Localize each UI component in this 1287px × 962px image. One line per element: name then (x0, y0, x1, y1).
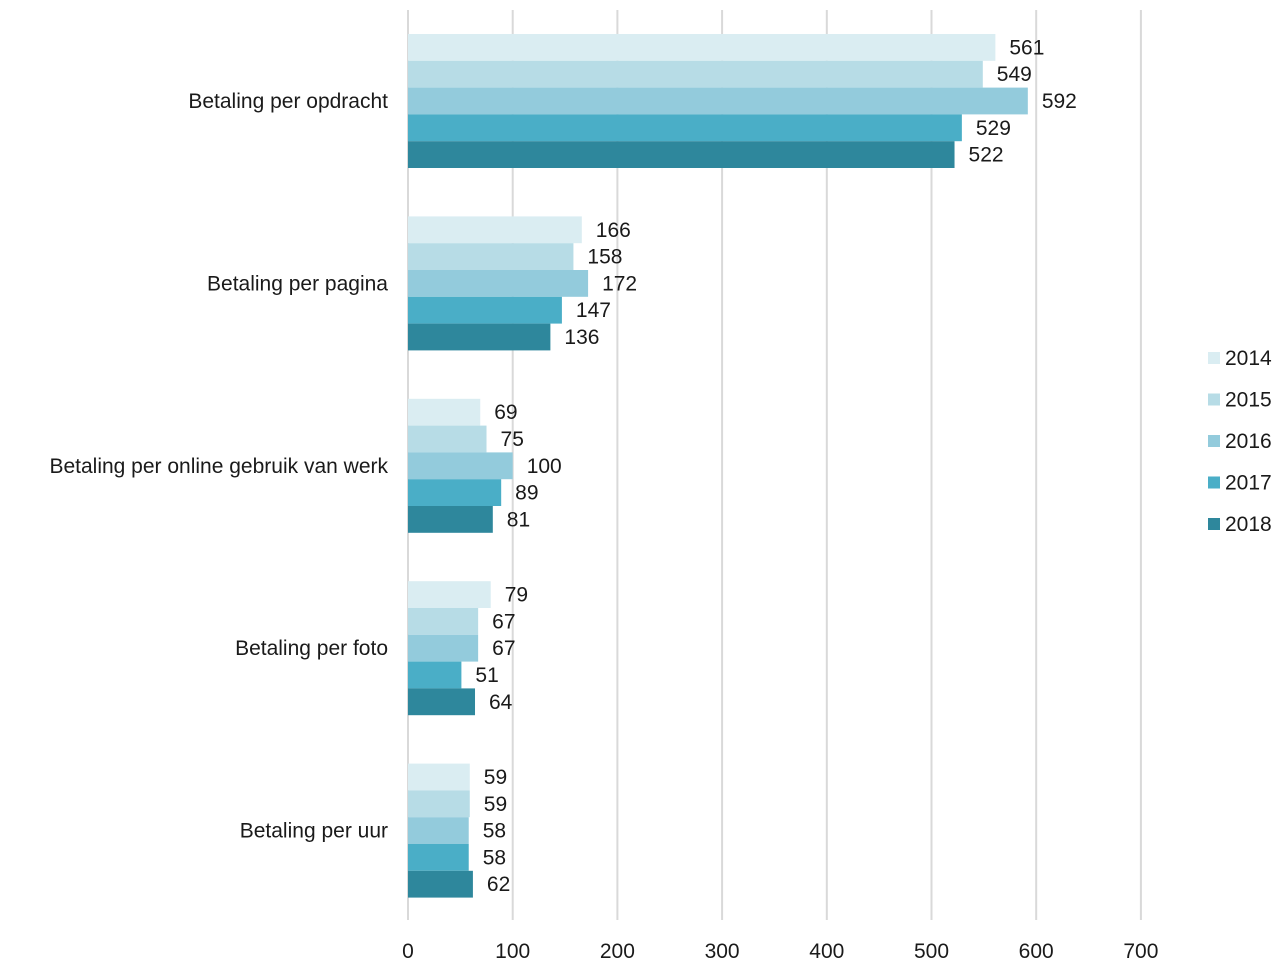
category-label: Betaling per online gebruik van werk (49, 455, 388, 478)
data-label: 592 (1042, 90, 1077, 113)
data-label: 158 (587, 246, 622, 269)
legend: 2014 2015 2016 2017 2018 (1208, 347, 1272, 536)
data-label: 166 (596, 219, 631, 242)
legend-item-2018: 2018 (1208, 513, 1272, 536)
data-label: 147 (576, 299, 611, 322)
data-label: 522 (969, 144, 1004, 167)
x-axis-tick-labels: 0 100 200 300 400 500 600 700 (402, 940, 1158, 962)
bar-2014 (408, 763, 470, 791)
category-label: Betaling per uur (240, 820, 388, 843)
bar-2017 (408, 661, 462, 689)
bar-2015 (408, 608, 479, 635)
data-label: 79 (505, 584, 528, 607)
legend-item-2015: 2015 (1208, 389, 1272, 412)
legend-item-2017: 2017 (1208, 472, 1272, 495)
bars (408, 34, 1028, 898)
bar-2016 (408, 452, 513, 480)
legend-item-2016: 2016 (1208, 430, 1272, 453)
legend-label: 2014 (1225, 347, 1272, 370)
bar-2014 (408, 581, 491, 608)
bar-2016 (408, 817, 469, 844)
data-label: 58 (483, 820, 506, 843)
data-label: 100 (527, 455, 562, 478)
data-label: 549 (997, 63, 1032, 86)
legend-label: 2015 (1225, 389, 1272, 412)
bar-2016 (408, 634, 479, 662)
bar-2015 (408, 790, 470, 818)
legend-swatch (1208, 518, 1220, 530)
x-tick-label: 100 (495, 940, 530, 962)
bar-2017 (408, 479, 502, 506)
x-tick-label: 300 (705, 940, 740, 962)
x-tick-label: 700 (1123, 940, 1158, 962)
legend-label: 2018 (1225, 513, 1272, 536)
data-label: 58 (483, 846, 506, 869)
category-label: Betaling per pagina (207, 272, 388, 295)
bar-2018 (408, 870, 473, 898)
category-label: Betaling per foto (235, 637, 388, 660)
data-label: 59 (484, 766, 507, 789)
category-labels: Betaling per opdracht Betaling per pagina… (49, 90, 388, 843)
data-label: 64 (489, 691, 513, 714)
data-label: 67 (492, 637, 515, 660)
bar-2017 (408, 844, 469, 871)
legend-swatch (1208, 476, 1220, 489)
bar-2014 (408, 216, 582, 244)
legend-swatch (1208, 352, 1220, 364)
bar-2016 (408, 270, 589, 297)
bar-2016 (408, 87, 1028, 115)
data-label: 89 (515, 482, 538, 505)
bar-2015 (408, 425, 487, 453)
bar-2018 (408, 323, 551, 351)
x-tick-label: 500 (914, 940, 949, 962)
data-label: 59 (484, 793, 507, 816)
legend-swatch (1208, 393, 1220, 406)
x-tick-label: 400 (809, 940, 844, 962)
x-tick-label: 200 (600, 940, 635, 962)
x-tick-label: 600 (1019, 940, 1054, 962)
data-label: 62 (487, 873, 510, 896)
data-label: 136 (564, 326, 599, 349)
data-label: 69 (494, 401, 517, 424)
bar-2017 (408, 296, 562, 324)
bar-2014 (408, 398, 481, 426)
bar-2018 (408, 141, 955, 168)
data-label: 172 (602, 272, 637, 295)
x-tick-label: 0 (402, 940, 414, 962)
bar-2018 (408, 506, 493, 533)
data-label: 67 (492, 610, 515, 633)
bar-2015 (408, 243, 574, 270)
data-label: 529 (976, 117, 1011, 140)
bar-2017 (408, 114, 962, 142)
legend-swatch (1208, 435, 1220, 447)
data-label: 81 (507, 508, 530, 531)
legend-label: 2017 (1225, 472, 1272, 495)
bar-2018 (408, 688, 476, 716)
data-label: 75 (501, 428, 524, 451)
data-label: 51 (475, 664, 498, 687)
legend-item-2014: 2014 (1208, 347, 1272, 370)
category-label: Betaling per opdracht (188, 90, 388, 113)
bar-2015 (408, 60, 983, 88)
bar-2014 (408, 34, 996, 61)
legend-label: 2016 (1225, 430, 1272, 453)
data-label: 561 (1009, 36, 1044, 59)
